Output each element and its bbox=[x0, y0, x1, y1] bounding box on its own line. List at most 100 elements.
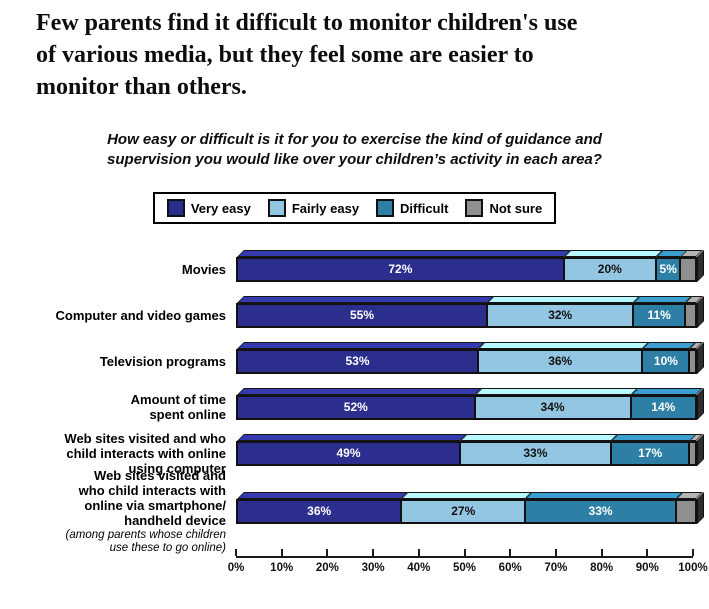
bar-segment-fairly-easy: 34% bbox=[473, 396, 630, 418]
category-label: Television programs bbox=[99, 353, 226, 369]
bar-segment-difficult: 5% bbox=[654, 258, 680, 280]
bar-segment-not-sure bbox=[683, 304, 695, 326]
legend-label: Very easy bbox=[190, 200, 251, 216]
chart-row: Computer and video games 55% 32% 11% bbox=[0, 292, 697, 338]
bar-segment-very-easy: 52% bbox=[238, 396, 474, 418]
stacked-bar: 36% 27% 33% bbox=[236, 498, 697, 524]
axis-tick bbox=[600, 549, 603, 557]
bar-segment-not-sure bbox=[674, 500, 695, 522]
bar-area: 36% 27% 33% bbox=[236, 498, 697, 524]
legend-item: Fairly easy bbox=[267, 199, 360, 218]
axis-tick-label: 10% bbox=[270, 562, 294, 575]
bar-segment-fairly-easy: 36% bbox=[477, 350, 642, 372]
axis-tick-label: 50% bbox=[452, 562, 477, 575]
axis-tick-label: 60% bbox=[498, 562, 522, 575]
axis-tick-label: 100% bbox=[678, 562, 708, 575]
category-label: Web sites visited and who child interact… bbox=[0, 468, 236, 555]
bar-segment-fairly-easy: 33% bbox=[458, 442, 610, 464]
bar-segment-not-sure bbox=[688, 442, 695, 464]
stacked-bar: 49% 33% 17% bbox=[236, 440, 697, 466]
category-label: Movies bbox=[181, 261, 226, 277]
bar-value-label: 33% bbox=[523, 446, 548, 461]
stacked-bar: 53% 36% 10% bbox=[236, 348, 697, 374]
bar-segment-very-easy: 49% bbox=[238, 442, 459, 464]
axis-tick bbox=[326, 549, 329, 557]
bar-value-label: 55% bbox=[350, 308, 375, 323]
legend-swatch bbox=[376, 199, 395, 218]
bar-segment-very-easy: 36% bbox=[238, 500, 401, 522]
bar-segment-not-sure bbox=[688, 350, 695, 372]
axis-tick-label: 80% bbox=[590, 562, 614, 575]
bar-area: 52% 34% 14% bbox=[236, 394, 697, 420]
x-axis-row: 0% 10% 20% 30% 40% 50% 60% 70% 80% 90% 100% bbox=[0, 549, 708, 590]
bar-value-label: 32% bbox=[548, 308, 573, 323]
axis-tick bbox=[372, 549, 375, 557]
bar-value-label: 33% bbox=[588, 504, 613, 519]
chart-row: Television programs 53% 36% 10% bbox=[0, 338, 697, 384]
axis-tick bbox=[280, 549, 283, 557]
bar-segment-very-easy: 53% bbox=[238, 350, 478, 372]
axis-tick bbox=[235, 549, 237, 557]
bar-segment-very-easy: 72% bbox=[238, 258, 563, 280]
axis-tick-label: 70% bbox=[544, 562, 568, 575]
bar-value-label: 52% bbox=[343, 400, 368, 415]
legend-item: Difficult bbox=[376, 199, 449, 218]
axis-tick bbox=[509, 549, 512, 557]
axis-tick-label: 90% bbox=[635, 562, 659, 575]
legend-label: Difficult bbox=[400, 200, 449, 216]
bar-area: 72% 20% 5% bbox=[236, 256, 697, 282]
legend-label: Not sure bbox=[489, 200, 543, 216]
survey-question: How easy or difficult is it for you to e… bbox=[107, 130, 602, 168]
axis-tick-label: 40% bbox=[407, 562, 431, 575]
category-label: Web sites visited and who child interact… bbox=[64, 430, 226, 476]
bar-area: 55% 32% 11% bbox=[236, 302, 697, 328]
bar-value-label: 11% bbox=[647, 308, 671, 323]
axis-tick bbox=[417, 549, 420, 557]
bar-segment-fairly-easy: 32% bbox=[486, 304, 633, 326]
chart-row: Movies 72% 20% 5% bbox=[0, 246, 697, 292]
bar-value-label: 20% bbox=[597, 262, 622, 277]
legend-item: Not sure bbox=[465, 199, 543, 218]
category-note: (among parents whose children use these … bbox=[65, 528, 226, 554]
axis-tick-label: 30% bbox=[361, 562, 385, 575]
stacked-bar-chart: Movies 72% 20% 5% Computer and video games 55… bbox=[0, 246, 709, 590]
bar-segment-difficult: 17% bbox=[609, 442, 689, 464]
bar-segment-not-sure bbox=[679, 258, 695, 280]
x-axis: 0% 10% 20% 30% 40% 50% 60% 70% 80% 90% 100% bbox=[228, 549, 708, 588]
chart-rows: Movies 72% 20% 5% Computer and video games 55… bbox=[0, 246, 697, 554]
chart-row: Amount of time spent online 52% 34% 14% bbox=[0, 384, 697, 430]
category-label: Computer and video games bbox=[55, 307, 226, 323]
bar-value-label: 27% bbox=[451, 504, 476, 519]
bar-value-label: 36% bbox=[307, 504, 332, 519]
bar-segment-fairly-easy: 27% bbox=[400, 500, 525, 522]
stacked-bar: 72% 20% 5% bbox=[236, 256, 697, 282]
bar-value-label: 36% bbox=[548, 354, 573, 369]
stacked-bar: 52% 34% 14% bbox=[236, 394, 697, 420]
legend-swatch bbox=[465, 199, 484, 218]
axis-tick-label: 0% bbox=[227, 562, 245, 575]
stacked-bar: 55% 32% 11% bbox=[236, 302, 697, 328]
bar-value-label: 10% bbox=[653, 354, 678, 369]
chart-legend: Very easy Fairly easy Difficult Not sure bbox=[152, 192, 557, 225]
chart-row: Web sites visited and who child interact… bbox=[0, 430, 697, 476]
axis-tick-label: 20% bbox=[315, 562, 339, 575]
bar-value-label: 72% bbox=[388, 262, 413, 277]
category-label: Amount of time spent online bbox=[130, 392, 226, 423]
bar-segment-difficult: 11% bbox=[632, 304, 684, 326]
page-title: Few parents find it difficult to monitor… bbox=[36, 10, 578, 100]
bar-value-label: 49% bbox=[336, 446, 361, 461]
bar-value-label: 53% bbox=[345, 354, 370, 369]
legend-label: Fairly easy bbox=[291, 200, 360, 216]
bar-value-label: 17% bbox=[638, 446, 663, 461]
bar-area: 49% 33% 17% bbox=[236, 440, 697, 466]
bar-value-label: 14% bbox=[651, 400, 676, 415]
bar-area: 53% 36% 10% bbox=[236, 348, 697, 374]
axis-tick bbox=[646, 549, 649, 557]
bar-segment-difficult: 14% bbox=[629, 396, 695, 418]
bar-value-label: 34% bbox=[540, 400, 565, 415]
legend-wrap: Very easy Fairly easy Difficult Not sure bbox=[0, 192, 709, 225]
chart-row: Web sites visited and who child interact… bbox=[0, 468, 697, 554]
bar-value-label: 5% bbox=[659, 262, 677, 277]
axis-tick bbox=[692, 549, 694, 557]
